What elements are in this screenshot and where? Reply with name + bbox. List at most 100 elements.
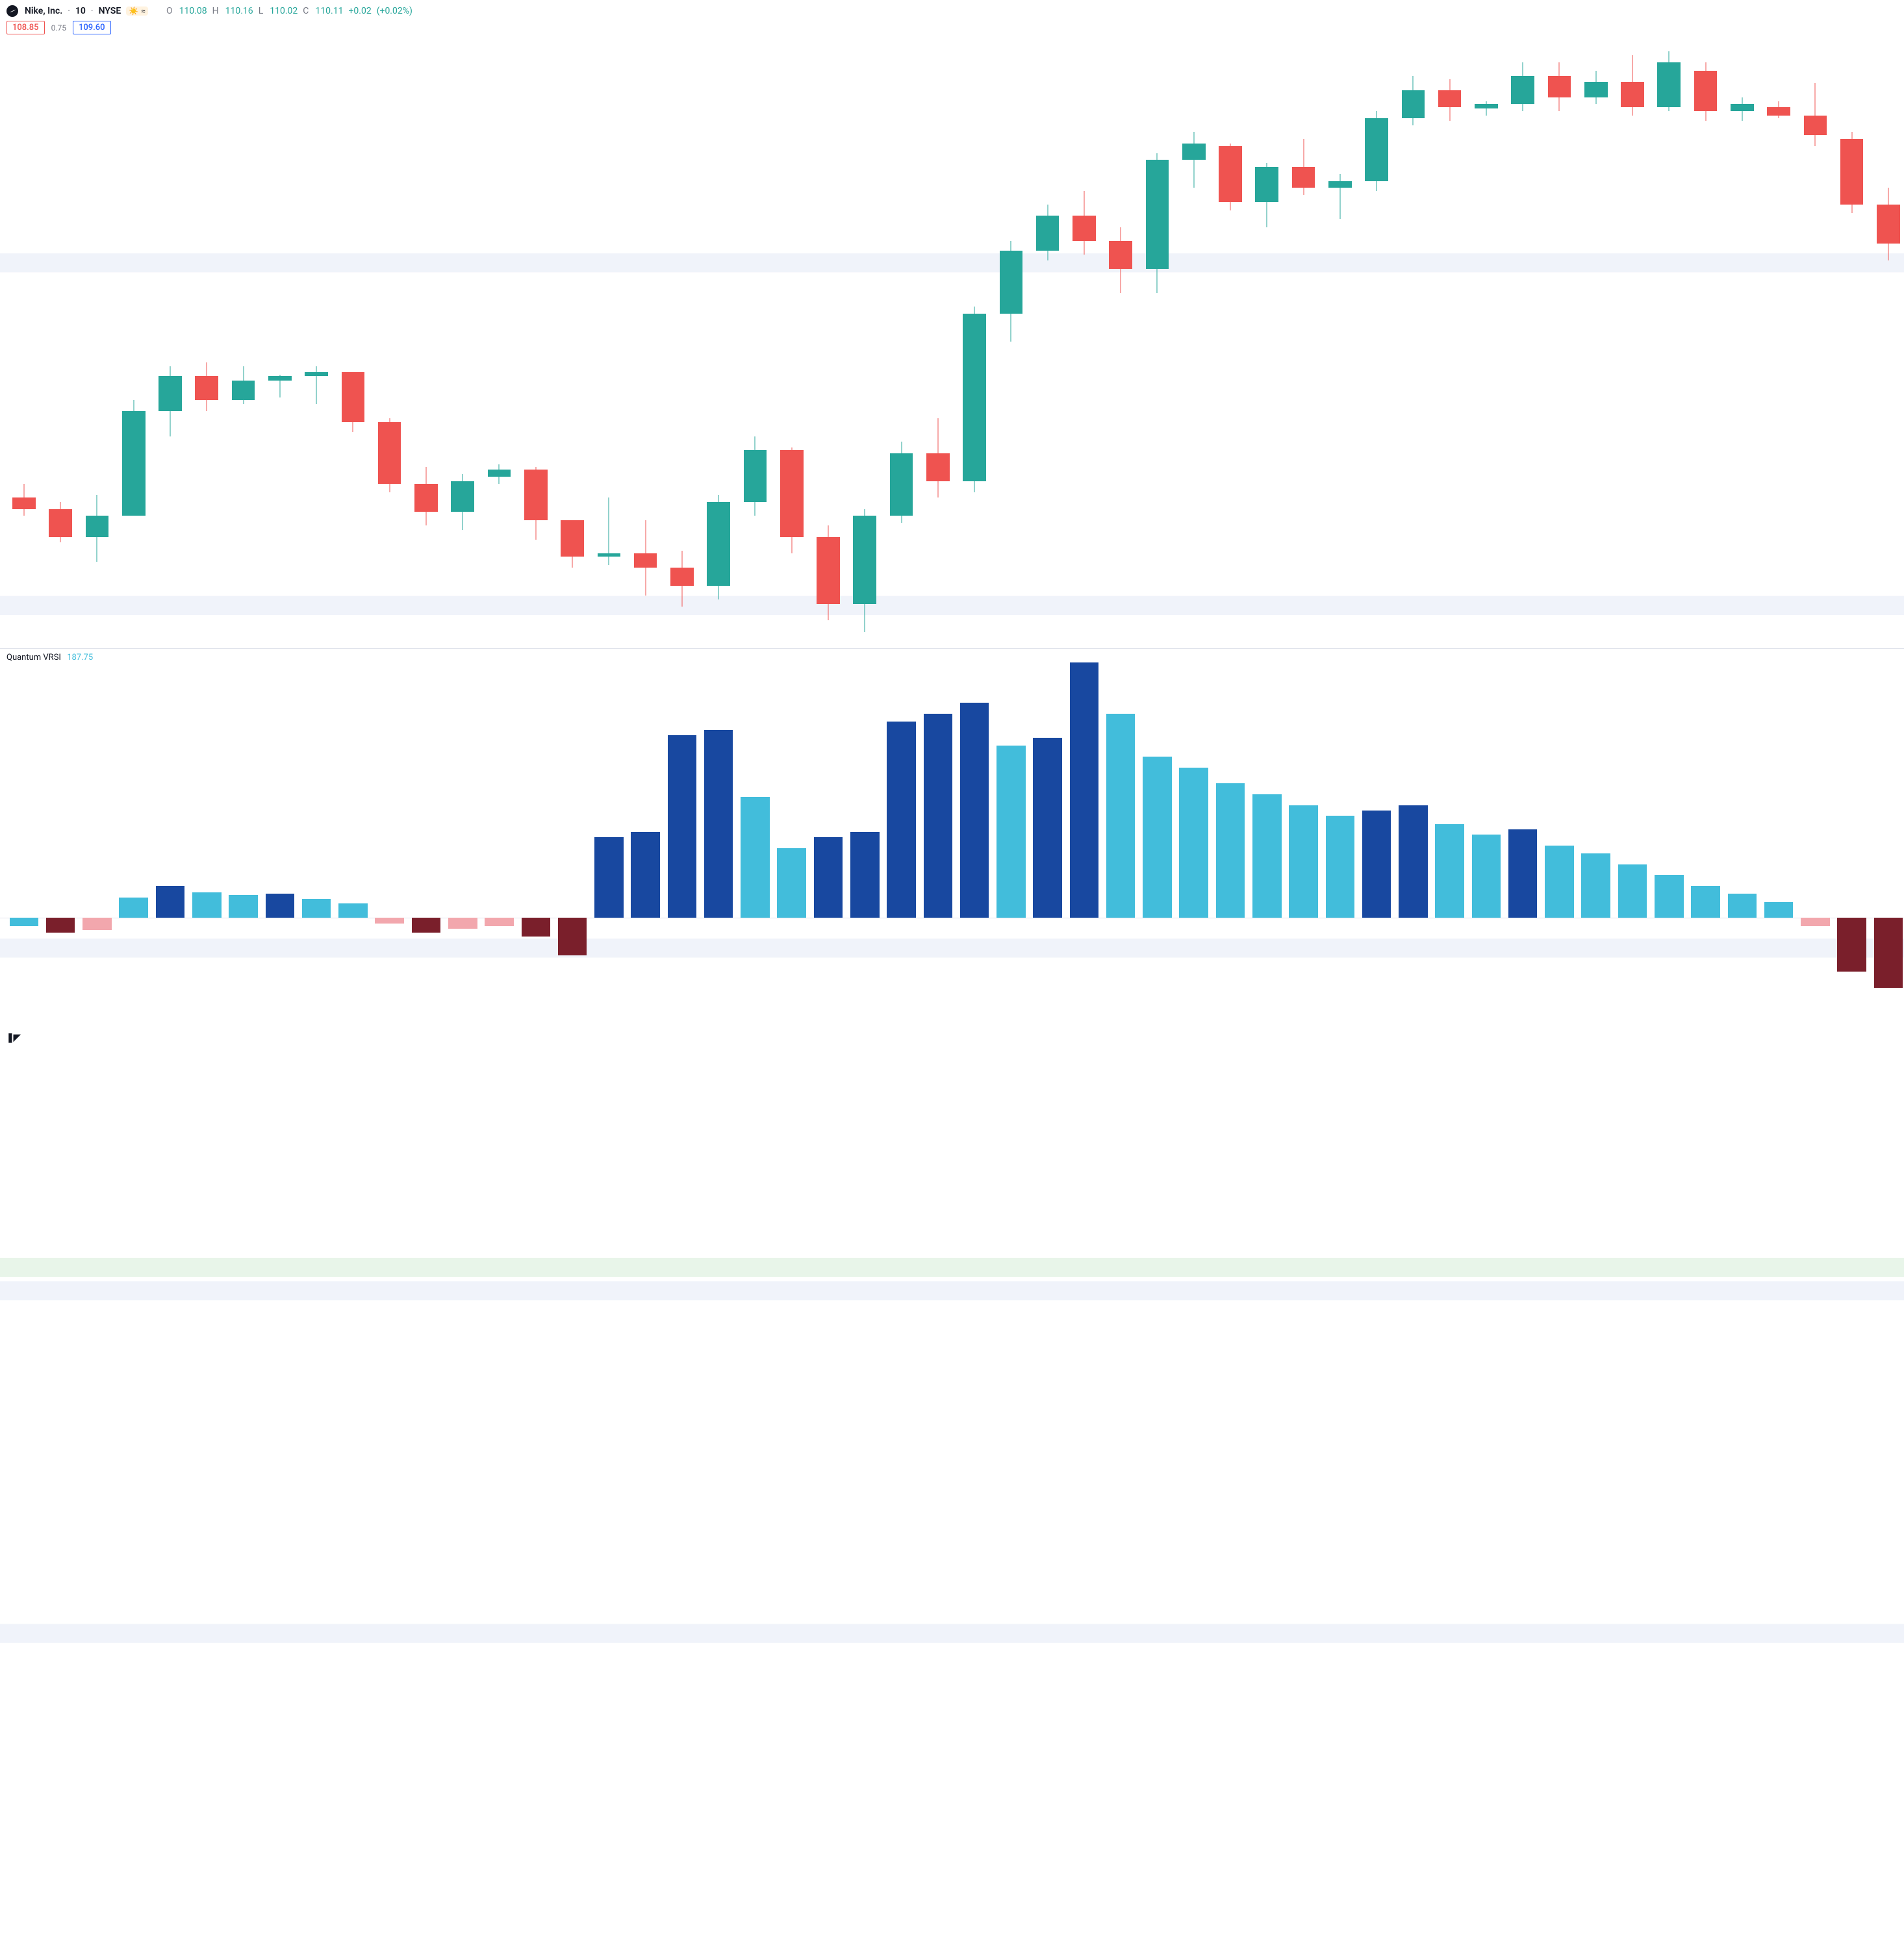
candle-pane[interactable] xyxy=(0,34,1904,649)
daytime-icon: ☀️ xyxy=(129,6,138,16)
indicator-bar xyxy=(1655,875,1684,918)
indicator-bar xyxy=(704,730,733,918)
candle xyxy=(1070,34,1099,648)
candle xyxy=(119,34,148,648)
indicator-bar xyxy=(266,894,295,918)
indicator-bar xyxy=(1472,835,1501,918)
chart-header: Nike, Inc. · 10 · NYSE ☀️ ≈ O 110.08 H 1… xyxy=(0,0,1904,18)
candle xyxy=(192,34,222,648)
indicator-bar xyxy=(1837,918,1866,972)
candle xyxy=(46,34,75,648)
indicator-name: Quantum VRSI xyxy=(6,653,61,662)
candle xyxy=(1179,34,1208,648)
candle xyxy=(996,34,1026,648)
indicator-bar xyxy=(10,918,39,925)
candle xyxy=(887,34,916,648)
candle xyxy=(1326,34,1355,648)
candle xyxy=(1216,34,1245,648)
indicator-bar xyxy=(83,918,112,930)
indicator-header[interactable]: Quantum VRSI 187.75 xyxy=(6,653,93,662)
bid-box[interactable]: 108.85 xyxy=(6,21,45,34)
indicator-value: 187.75 xyxy=(67,653,93,662)
ohlc-c-label: C xyxy=(303,6,309,16)
indicator-bar xyxy=(996,746,1026,918)
candle xyxy=(668,34,697,648)
indicator-bar xyxy=(522,918,551,937)
candle xyxy=(1691,34,1720,648)
price-range-row: 108.85 0.75 109.60 xyxy=(0,18,1904,34)
ohlc-l-label: L xyxy=(259,6,264,16)
candle xyxy=(1435,34,1464,648)
session-badges: ☀️ ≈ xyxy=(126,6,148,16)
candle xyxy=(631,34,660,648)
indicator-bar xyxy=(229,895,258,918)
candle xyxy=(1545,34,1574,648)
indicator-bar xyxy=(119,898,148,918)
sep2: · xyxy=(91,6,94,16)
interval[interactable]: 10 xyxy=(75,6,86,16)
candle xyxy=(1106,34,1136,648)
candle xyxy=(522,34,551,648)
ohlc-h-label: H xyxy=(212,6,219,16)
indicator-bar xyxy=(741,797,770,918)
tradingview-logo-icon[interactable]: ❚◤ xyxy=(6,1033,20,1043)
candle xyxy=(302,34,331,648)
candle xyxy=(412,34,441,648)
indicator-bar xyxy=(1801,918,1830,925)
candles-layer xyxy=(0,34,1904,648)
candle xyxy=(1728,34,1757,648)
symbol-name[interactable]: Nike, Inc. xyxy=(25,6,62,16)
indicator-bar xyxy=(1070,662,1099,918)
candle xyxy=(1581,34,1610,648)
indicator-bar xyxy=(1435,824,1464,918)
indicator-bar xyxy=(1399,805,1428,918)
company-logo-icon xyxy=(6,5,18,17)
indicator-bar xyxy=(1106,714,1136,918)
candle xyxy=(448,34,477,648)
indicator-bar xyxy=(1033,738,1062,918)
indicator-bar xyxy=(1326,816,1355,918)
indicator-bar xyxy=(1508,829,1538,918)
candle xyxy=(1362,34,1391,648)
candle xyxy=(960,34,989,648)
indicator-bar xyxy=(668,735,697,918)
indicator-bar xyxy=(960,703,989,918)
indicator-pane[interactable]: Quantum VRSI 187.75 ❚◤ xyxy=(0,649,1904,1047)
indicator-bar xyxy=(1728,894,1757,918)
indicator-bar xyxy=(1362,811,1391,918)
candle xyxy=(1289,34,1318,648)
indicator-bar xyxy=(1289,805,1318,918)
candle xyxy=(1033,34,1062,648)
sep1: · xyxy=(68,6,70,16)
exchange[interactable]: NYSE xyxy=(99,6,121,16)
chart-root: Nike, Inc. · 10 · NYSE ☀️ ≈ O 110.08 H 1… xyxy=(0,0,1904,1047)
indicator-bar xyxy=(1252,794,1282,918)
ohlc-o-label: O xyxy=(166,6,173,16)
ohlc-o: 110.08 xyxy=(179,6,207,16)
candle xyxy=(741,34,770,648)
indicator-bar xyxy=(1545,846,1574,918)
ohlc-h: 110.16 xyxy=(225,6,253,16)
candle xyxy=(1472,34,1501,648)
indicator-bar xyxy=(1874,918,1903,988)
candle xyxy=(485,34,514,648)
candle xyxy=(1508,34,1538,648)
ohlc-l: 110.02 xyxy=(270,6,298,16)
ohlc-c: 110.11 xyxy=(315,6,343,16)
candle xyxy=(229,34,258,648)
ask-box[interactable]: 109.60 xyxy=(73,21,111,34)
indicator-bar xyxy=(192,892,222,918)
candle xyxy=(1801,34,1830,648)
candle xyxy=(814,34,843,648)
candle xyxy=(594,34,624,648)
indicator-bar xyxy=(1143,757,1172,918)
indicator-bar xyxy=(375,918,404,923)
indicator-bar xyxy=(631,832,660,918)
candle xyxy=(1837,34,1866,648)
indicator-bar xyxy=(777,848,806,918)
indicator-bar xyxy=(1216,783,1245,918)
candle xyxy=(83,34,112,648)
indicator-bar xyxy=(558,918,587,955)
candle xyxy=(1143,34,1172,648)
candle xyxy=(777,34,806,648)
